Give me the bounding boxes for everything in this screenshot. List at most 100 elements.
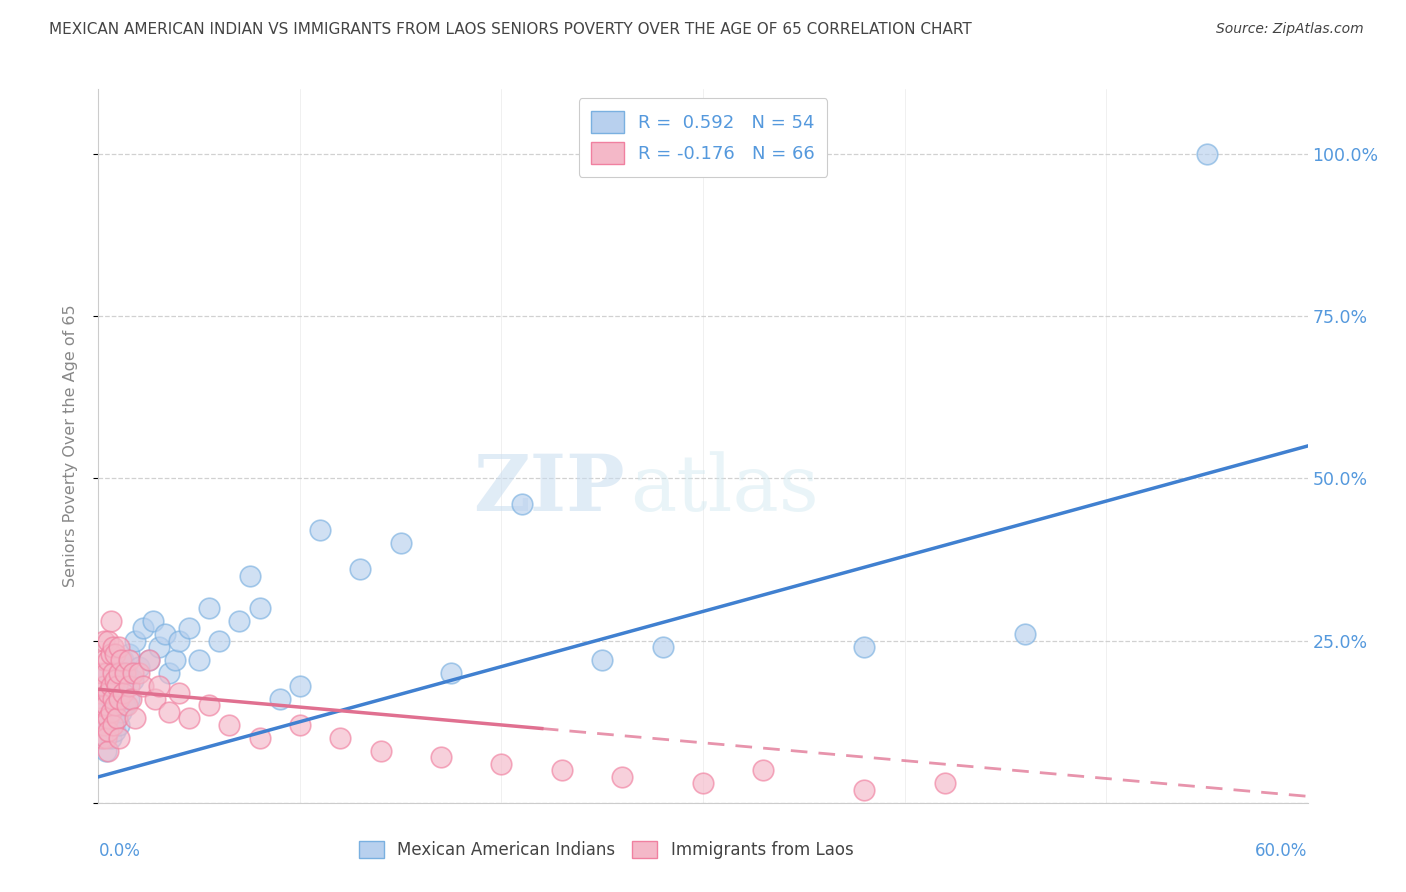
Point [118, 679, 141, 693]
Point [612, 770, 634, 784]
Point [157, 666, 180, 681]
Point [89, 711, 111, 725]
Point [101, 666, 124, 681]
Point [120, 692, 142, 706]
Point [101, 711, 124, 725]
Point [107, 692, 129, 706]
Point [249, 731, 271, 745]
Point [651, 640, 673, 654]
Point [148, 679, 170, 693]
Point [249, 601, 271, 615]
Text: 60.0%: 60.0% [1256, 842, 1308, 860]
Point [118, 647, 141, 661]
Point [128, 659, 150, 673]
Text: MEXICAN AMERICAN INDIAN VS IMMIGRANTS FROM LAOS SENIORS POVERTY OVER THE AGE OF : MEXICAN AMERICAN INDIAN VS IMMIGRANTS FR… [49, 22, 972, 37]
Point [97, 744, 120, 758]
Point [208, 633, 231, 648]
Point [752, 764, 775, 778]
Point [96, 731, 118, 745]
Point [100, 731, 122, 745]
Point [853, 782, 876, 797]
Point [114, 666, 136, 681]
Point [93, 718, 115, 732]
Point [105, 673, 128, 687]
Point [167, 685, 190, 699]
Point [692, 776, 714, 790]
Point [93, 653, 115, 667]
Text: 0.0%: 0.0% [98, 842, 141, 860]
Point [105, 711, 128, 725]
Point [121, 673, 143, 687]
Point [115, 698, 138, 713]
Point [228, 614, 250, 628]
Point [103, 647, 125, 661]
Text: Source: ZipAtlas.com: Source: ZipAtlas.com [1216, 22, 1364, 37]
Point [198, 698, 221, 713]
Point [107, 692, 129, 706]
Point [101, 640, 124, 654]
Point [97, 711, 120, 725]
Point [1014, 627, 1036, 641]
Point [349, 562, 371, 576]
Point [89, 685, 111, 699]
Point [370, 744, 392, 758]
Point [188, 653, 211, 667]
Point [96, 744, 118, 758]
Point [118, 653, 141, 667]
Point [218, 718, 240, 732]
Point [93, 633, 115, 648]
Point [97, 633, 120, 648]
Point [111, 685, 134, 699]
Point [100, 705, 122, 719]
Point [132, 621, 155, 635]
Point [288, 679, 311, 693]
Point [91, 666, 114, 681]
Y-axis label: Seniors Poverty Over the Age of 65: Seniors Poverty Over the Age of 65 [63, 305, 77, 587]
Text: ZIP: ZIP [472, 450, 624, 527]
Point [288, 718, 311, 732]
Point [101, 718, 124, 732]
Point [103, 698, 125, 713]
Point [105, 679, 128, 693]
Point [179, 621, 201, 635]
Point [440, 666, 463, 681]
Point [103, 698, 125, 713]
Point [111, 653, 134, 667]
Point [510, 497, 533, 511]
Point [111, 679, 134, 693]
Point [93, 679, 115, 693]
Point [128, 666, 150, 681]
Point [103, 724, 125, 739]
Point [100, 679, 122, 693]
Text: atlas: atlas [630, 451, 820, 526]
Point [97, 724, 120, 739]
Point [100, 614, 122, 628]
Point [93, 711, 115, 725]
Point [97, 718, 120, 732]
Point [96, 698, 118, 713]
Point [96, 698, 118, 713]
Point [110, 653, 132, 667]
Point [115, 666, 138, 681]
Point [121, 666, 143, 681]
Point [124, 711, 146, 725]
Point [91, 731, 114, 745]
Point [269, 692, 291, 706]
Point [97, 653, 120, 667]
Point [389, 536, 412, 550]
Point [100, 692, 122, 706]
Point [142, 614, 165, 628]
Point [138, 653, 160, 667]
Point [107, 640, 129, 654]
Point [853, 640, 876, 654]
Point [309, 524, 332, 538]
Point [100, 647, 122, 661]
Point [107, 666, 129, 681]
Point [198, 601, 221, 615]
Point [97, 685, 120, 699]
Point [148, 640, 170, 654]
Point [491, 756, 513, 771]
Point [103, 673, 125, 687]
Legend: Mexican American Indians, Immigrants from Laos: Mexican American Indians, Immigrants fro… [353, 834, 860, 866]
Point [143, 692, 166, 706]
